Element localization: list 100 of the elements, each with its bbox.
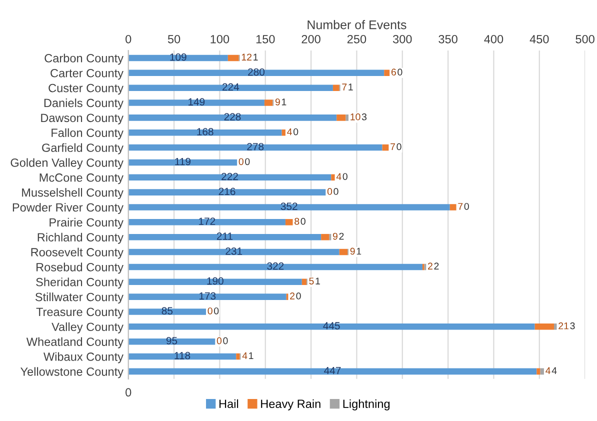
bar: [128, 353, 236, 360]
y-tick-label: Wheatland County: [26, 337, 124, 348]
data-label: 2: [290, 292, 295, 300]
data-label: 9: [332, 232, 338, 240]
data-label: 1: [356, 248, 362, 255]
bar: [128, 84, 333, 91]
data-label: 1: [282, 98, 286, 106]
data-label: 4: [552, 367, 557, 374]
data-label: 10: [350, 113, 360, 120]
x2-tick-label: 250: [347, 34, 366, 44]
data-label: 7: [458, 203, 463, 210]
data-label: 173: [199, 292, 216, 300]
data-label: 7: [390, 143, 395, 150]
bar: [128, 70, 384, 76]
bar: [339, 248, 348, 256]
y-tick-label: Dawson County: [41, 114, 124, 124]
data-label: 231: [226, 247, 242, 255]
bar: [128, 204, 450, 210]
data-label: 0: [396, 143, 402, 150]
bar: [128, 294, 286, 300]
x2-axis-title: Number of Events: [308, 20, 406, 30]
data-label: 1: [348, 84, 353, 90]
data-label: 9: [275, 98, 280, 106]
data-label: 9: [350, 248, 355, 255]
data-label: 0: [296, 292, 301, 300]
bar: [332, 84, 340, 91]
data-label: 8: [294, 218, 300, 225]
data-label: 4: [287, 128, 292, 136]
data-label: 228: [224, 113, 241, 120]
data-label: 0: [327, 188, 332, 195]
y-tick-label: Golden Valley County: [10, 158, 124, 170]
data-label: 4: [242, 352, 248, 360]
x2-tick-label: 500: [576, 34, 594, 44]
x2-tick-label: 300: [392, 34, 412, 44]
y-tick-label: Fallon County: [52, 128, 124, 140]
data-label: 5: [309, 278, 314, 284]
bar: [302, 278, 306, 286]
data-label: 0: [216, 337, 222, 344]
data-label: 222: [222, 172, 238, 180]
data-label: 3: [570, 322, 575, 330]
y-tick-label: Carbon County: [44, 54, 124, 65]
bar: [128, 159, 238, 166]
y-tick-label: Treasure County: [36, 308, 124, 318]
bar: [128, 338, 216, 345]
data-label: 0: [464, 202, 469, 210]
data-label: 216: [218, 188, 236, 196]
data-label: 0: [214, 307, 219, 314]
y-tick-label: Valley County: [52, 322, 124, 334]
data-label: 224: [222, 83, 240, 91]
bar: [336, 114, 346, 121]
legend-label: Hail: [219, 399, 238, 408]
data-label: 1: [316, 278, 320, 284]
bar: [128, 114, 337, 121]
data-label: 4: [336, 173, 342, 180]
y-tick-label: Yellowstone County: [20, 367, 124, 378]
data-label: 0: [398, 68, 402, 76]
y-tick-label: Wibaux County: [44, 352, 124, 364]
bar: [321, 234, 330, 240]
y-tick-label: Rosebud County: [36, 262, 124, 274]
x2-tick-label: 350: [438, 34, 458, 44]
data-label: 0: [334, 188, 338, 195]
data-label: 2: [434, 262, 439, 270]
y-tick-label: Carter County: [50, 68, 124, 80]
data-label: 85: [162, 307, 173, 315]
data-label: 109: [170, 53, 186, 61]
bar: [554, 324, 557, 330]
x2-tick-label: 150: [256, 34, 275, 44]
y-tick-label: Custer County: [48, 84, 124, 95]
data-label: 21: [558, 322, 568, 330]
data-label: 278: [247, 142, 264, 150]
data-label: 3: [362, 113, 367, 120]
bar: [128, 129, 282, 136]
data-label: 0: [300, 218, 306, 225]
x2-tick-label: 400: [484, 34, 504, 44]
data-label: 12: [242, 54, 252, 60]
y-tick-label: Powder River County: [12, 202, 124, 214]
data-label: 118: [174, 352, 190, 360]
bar: [384, 70, 390, 76]
data-label: 95: [166, 337, 178, 344]
data-label: 0: [238, 158, 244, 166]
data-label: 168: [197, 128, 214, 136]
data-label: 445: [323, 322, 340, 330]
data-label: 6: [391, 68, 396, 76]
y-tick-label: Prairie County: [50, 218, 124, 229]
bar: [128, 248, 340, 256]
text: 0: [126, 388, 132, 397]
data-label: 0: [245, 158, 250, 166]
y-tick-label: Stillwater County: [35, 292, 124, 304]
bar: [128, 144, 382, 151]
data-label: 322: [267, 262, 284, 270]
x2-tick-label: 100: [210, 34, 230, 44]
y-tick-label: Musselshell County: [22, 188, 124, 200]
bar: [346, 114, 348, 121]
legend-label: Heavy Rain: [261, 399, 320, 410]
data-label: 211: [216, 232, 233, 240]
data-label: 0: [223, 337, 228, 344]
data-label: 7: [342, 84, 347, 90]
bar: [228, 54, 239, 62]
data-label: 1: [254, 54, 258, 60]
data-label: 119: [175, 158, 191, 166]
